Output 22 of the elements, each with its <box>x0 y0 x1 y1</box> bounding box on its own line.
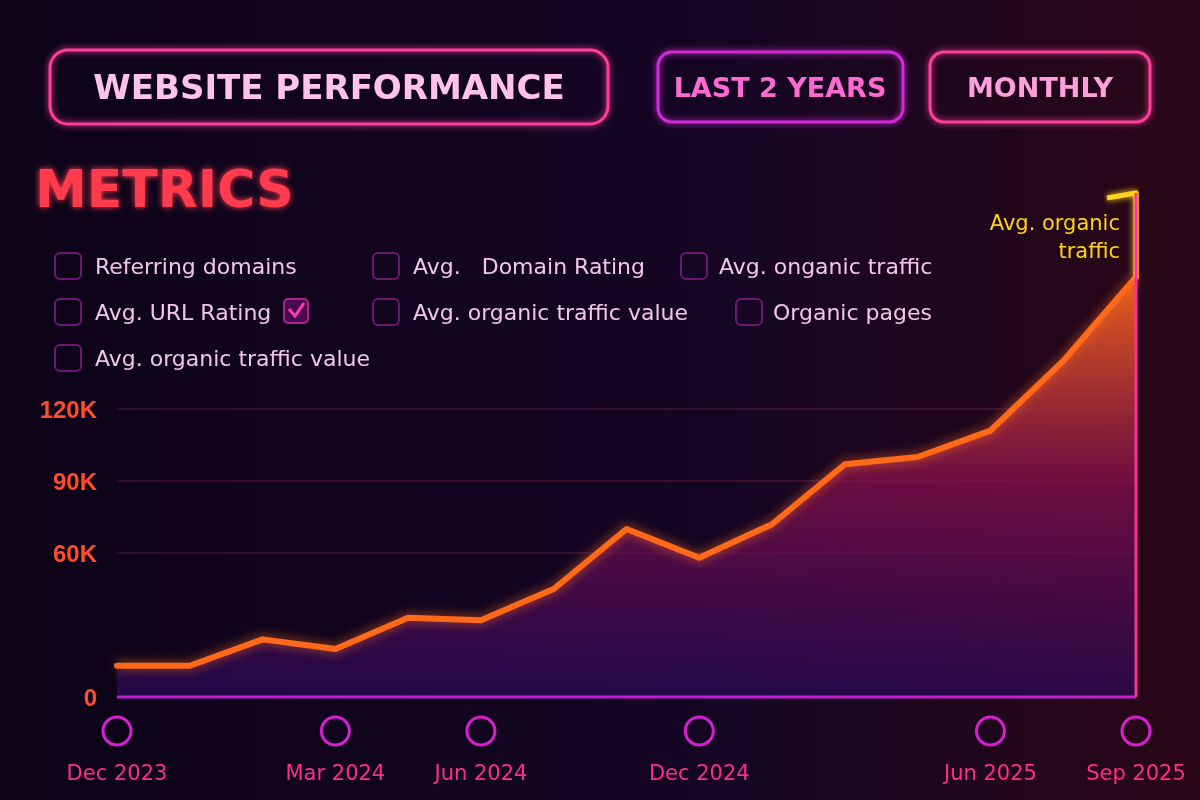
annotation: Avg. organic traffic value <box>413 300 689 325</box>
annotation: Avg. organic traffic value <box>95 346 371 371</box>
x-tick-label: Sep 2025 <box>1086 761 1186 785</box>
annotation: Organic pages <box>773 300 932 325</box>
x-tick-label: Dec 2023 <box>66 761 168 785</box>
text: MONTHLY <box>967 72 1114 103</box>
y-tick-label: 90K <box>52 468 98 495</box>
annotation: Referring domains <box>95 254 297 279</box>
text: LAST 2 YEARS <box>673 72 887 103</box>
x-tick-label: Jun 2025 <box>941 761 1037 785</box>
y-tick-label: 0 <box>83 684 97 711</box>
x-tick-label: Mar 2024 <box>285 761 386 785</box>
chart-subtitle: METRICS <box>35 159 294 219</box>
chart-title: WEBSITE PERFORMANCE <box>93 67 565 107</box>
y-tick-label: 60K <box>52 540 98 567</box>
x-tick-label: Jun 2024 <box>432 761 528 785</box>
y-tick-label: 120K <box>39 396 98 423</box>
annotation: Avg. Domain Rating <box>413 254 646 279</box>
series-label: Avg. organic traffic <box>989 211 1120 263</box>
annotation: Avg. URL Rating <box>95 300 272 325</box>
x-tick-label: Dec 2024 <box>648 761 750 785</box>
annotation: Avg. onganic traffic <box>719 254 933 279</box>
